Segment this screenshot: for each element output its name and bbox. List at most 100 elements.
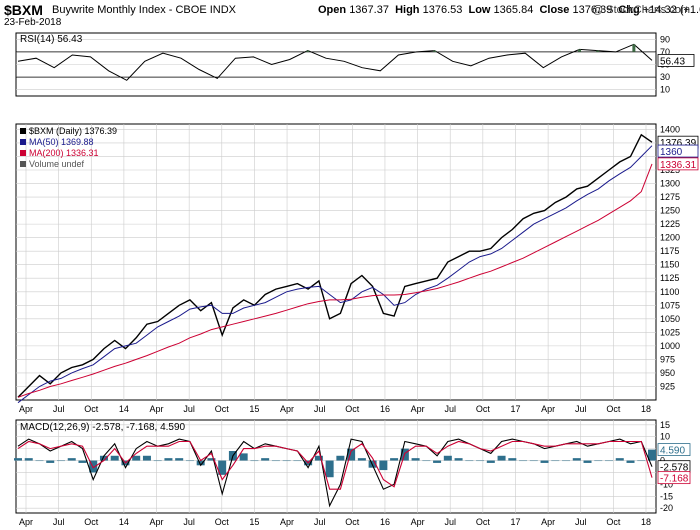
macd-histogram-bar xyxy=(282,460,291,462)
macd-histogram-bar xyxy=(572,458,581,461)
macd-histogram-bar xyxy=(164,458,173,461)
macd-histogram-bar xyxy=(390,458,399,461)
macd-histogram-bar xyxy=(314,455,323,461)
macd-y-tick-label: -10 xyxy=(660,479,673,489)
price-x-tick-label: Apr xyxy=(411,404,425,414)
macd-last-value-label: -7.168 xyxy=(660,474,689,485)
legend-swatch xyxy=(20,139,26,145)
ma200-line xyxy=(17,163,653,398)
low-label: Low xyxy=(468,4,491,16)
macd-x-tick-label: 15 xyxy=(249,517,259,527)
macd-x-tick-label: Apr xyxy=(411,517,425,527)
price-y-tick-label: 1175 xyxy=(660,246,679,256)
price-y-tick-label: 1275 xyxy=(660,192,680,202)
open-label: Open xyxy=(318,4,347,16)
macd-x-tick-label: Oct xyxy=(345,517,360,527)
low-value: 1365.84 xyxy=(493,4,534,16)
macd-line xyxy=(17,438,653,508)
price-line xyxy=(17,133,653,398)
macd-histogram-bar xyxy=(67,458,76,461)
symbol-title: $BXM xyxy=(4,2,43,18)
ma50-line xyxy=(17,145,653,404)
macd-histogram-bar xyxy=(379,460,388,471)
macd-histogram-bar xyxy=(271,460,280,462)
macd-histogram-bar xyxy=(443,455,452,461)
macd-histogram-bar xyxy=(551,460,560,462)
index-name: Buywrite Monthly Index - CBOE INDX xyxy=(52,4,237,16)
macd-histogram-bar xyxy=(529,460,538,462)
price-x-tick-label: Jul xyxy=(183,404,195,414)
macd-x-tick-label: Oct xyxy=(606,517,621,527)
ohlc-summary: Open 1367.37 High 1376.53 Low 1365.84 Cl… xyxy=(318,4,700,16)
price-x-tick-label: 18 xyxy=(641,404,651,414)
macd-y-tick-label: -20 xyxy=(660,503,673,513)
price-y-tick-label: 950 xyxy=(660,368,675,378)
price-last-value-label: 1336.31 xyxy=(660,160,697,171)
price-x-tick-label: 14 xyxy=(119,404,129,414)
rsi-last-value-box xyxy=(657,54,695,67)
macd-x-tick-label: 14 xyxy=(119,517,129,527)
macd-histogram-bar xyxy=(615,458,624,461)
price-y-tick-label: 1300 xyxy=(660,179,680,189)
price-y-tick-label: 1225 xyxy=(660,219,680,229)
macd-histogram-bar xyxy=(486,460,495,463)
macd-histogram-bar xyxy=(562,460,571,462)
macd-histogram-bar xyxy=(605,460,614,462)
rsi-y-tick-label: 90 xyxy=(660,34,670,44)
macd-y-tick-label: 15 xyxy=(660,420,670,430)
price-y-tick-label: 1100 xyxy=(660,287,679,297)
price-y-tick-label: 1075 xyxy=(660,300,680,310)
price-x-tick-label: Oct xyxy=(606,404,621,414)
macd-histogram-bar xyxy=(540,460,549,463)
macd-histogram-bar xyxy=(454,458,463,461)
price-x-tick-label: Jul xyxy=(575,404,587,414)
macd-x-tick-label: Oct xyxy=(215,517,230,527)
price-panel-frame xyxy=(15,123,657,401)
macd-histogram-bar xyxy=(78,460,87,463)
price-x-tick-label: Jul xyxy=(53,404,65,414)
macd-y-tick-label: -15 xyxy=(660,491,673,501)
price-y-tick-label: 1150 xyxy=(660,260,679,270)
macd-histogram-bar xyxy=(142,455,151,461)
rsi-legend: RSI(14) 56.43 xyxy=(20,34,83,45)
price-x-tick-label: Jul xyxy=(444,404,456,414)
macd-x-tick-label: Oct xyxy=(84,517,99,527)
macd-x-tick-label: Jul xyxy=(314,517,326,527)
macd-histogram-bar xyxy=(347,448,356,461)
macd-histogram-bar xyxy=(110,455,119,461)
price-x-tick-label: 16 xyxy=(380,404,390,414)
price-y-tick-label: 1200 xyxy=(660,233,680,243)
macd-histogram-bar xyxy=(196,460,205,466)
macd-x-tick-label: 18 xyxy=(641,517,651,527)
price-x-tick-label: Apr xyxy=(150,404,164,414)
price-x-tick-label: Jul xyxy=(314,404,326,414)
price-last-value-label: 1376.39 xyxy=(660,138,697,149)
close-value: 1376.39 xyxy=(572,4,613,16)
macd-histogram-bar xyxy=(89,460,98,473)
macd-histogram-bar xyxy=(14,458,22,461)
macd-histogram-bar xyxy=(476,460,485,462)
price-y-tick-label: 1250 xyxy=(660,206,680,216)
high-value: 1376.53 xyxy=(422,4,463,16)
macd-histogram-bar xyxy=(433,460,442,463)
price-y-tick-label: 1025 xyxy=(660,327,680,337)
macd-last-value-box xyxy=(657,471,691,485)
price-y-tick-label: 1000 xyxy=(660,341,680,351)
price-last-value-box xyxy=(657,144,699,158)
price-y-tick-label: 925 xyxy=(660,381,675,391)
macd-x-tick-label: 17 xyxy=(510,517,520,527)
price-legend-entry: $BXM (Daily) 1376.39 xyxy=(29,126,117,136)
macd-legend: MACD(12,26,9) -2.578, -7.168, 4.590 xyxy=(20,422,186,433)
rsi-last-value-label: 56.43 xyxy=(660,56,685,67)
macd-histogram-bar xyxy=(508,458,517,461)
macd-histogram-bar xyxy=(336,455,345,461)
macd-histogram-bar xyxy=(56,460,65,462)
price-x-tick-label: Oct xyxy=(84,404,99,414)
brand-watermark: @ StockCharts.com xyxy=(592,4,690,16)
macd-histogram-bar xyxy=(583,460,592,463)
macd-histogram-bar xyxy=(132,455,141,461)
macd-histogram-bar xyxy=(519,460,528,462)
macd-last-value-label: -2.578 xyxy=(660,463,689,474)
macd-histogram-bar xyxy=(357,458,366,461)
macd-y-tick-label: 10 xyxy=(660,432,670,442)
